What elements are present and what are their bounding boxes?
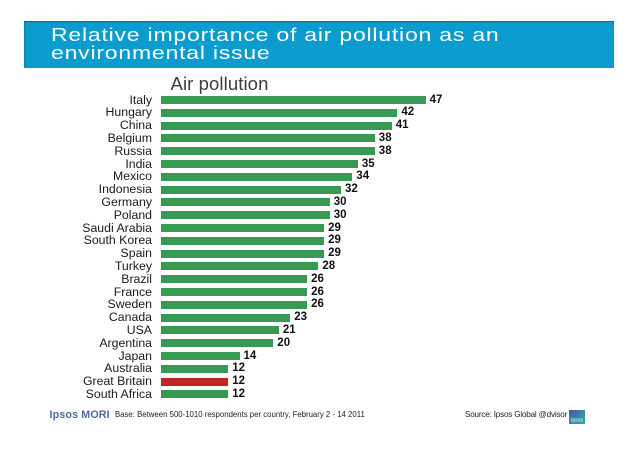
svg-text:Ipsos: Ipsos xyxy=(571,418,583,424)
